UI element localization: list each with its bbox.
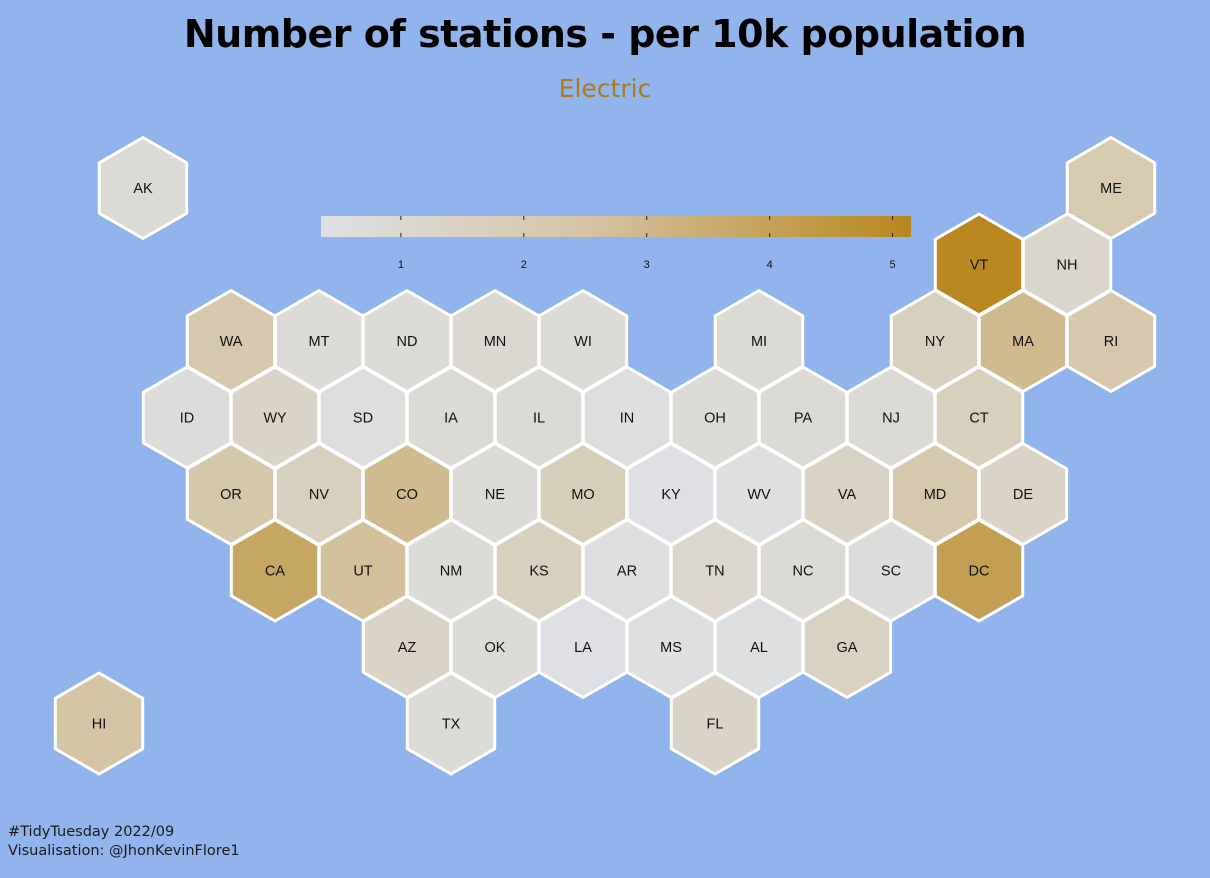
legend-tick-label: 4 xyxy=(767,259,773,271)
state-label: SD xyxy=(353,411,373,427)
state-hex-shape xyxy=(1065,289,1157,393)
state-label: OK xyxy=(485,640,506,656)
state-label: MN xyxy=(484,334,507,350)
state-hex-shape xyxy=(53,671,145,776)
state-label: NY xyxy=(925,334,945,350)
state-hex-shape xyxy=(669,671,761,776)
state-hex-hi: HI xyxy=(53,671,145,776)
state-label: NM xyxy=(440,564,463,580)
state-label: IN xyxy=(620,411,635,427)
state-label: WV xyxy=(747,487,771,503)
state-label: GA xyxy=(837,640,858,656)
state-label: TX xyxy=(442,717,461,733)
legend-tick-label: 5 xyxy=(890,259,896,271)
state-label: IA xyxy=(444,411,458,427)
state-label: MT xyxy=(309,334,330,350)
state-label: TN xyxy=(705,564,724,580)
state-label: CO xyxy=(396,487,418,503)
caption: #TidyTuesday 2022/09 Visualisation: @Jho… xyxy=(8,823,240,861)
chart-title: Number of stations - per 10k population xyxy=(183,12,1027,56)
legend-tick-label: 2 xyxy=(521,259,527,271)
state-label: MA xyxy=(1012,334,1034,350)
state-label: ME xyxy=(1100,181,1122,197)
state-label: SC xyxy=(881,564,901,580)
chart-subtitle: Electric xyxy=(558,74,652,103)
legend-tick-label: 1 xyxy=(398,259,404,271)
state-label: NH xyxy=(1057,258,1078,274)
legend-tick-label: 3 xyxy=(644,259,650,271)
state-hex-dc: DC xyxy=(933,518,1025,623)
state-label: ID xyxy=(180,411,195,427)
state-label: NJ xyxy=(882,411,900,427)
state-label: LA xyxy=(574,640,592,656)
state-hex-tx: TX xyxy=(405,671,497,776)
state-hex-me: ME xyxy=(1065,136,1157,240)
state-label: AK xyxy=(133,181,153,197)
state-hex-ak: AK xyxy=(97,136,189,240)
color-legend: 1 2 3 4 5 xyxy=(321,216,911,271)
state-label: MO xyxy=(571,487,594,503)
state-label: KS xyxy=(529,564,548,580)
state-label: AR xyxy=(617,564,637,580)
state-label: DE xyxy=(1013,487,1033,503)
caption-author: Visualisation: @JhonKevinFlore1 xyxy=(8,843,240,859)
state-label: MD xyxy=(924,487,947,503)
state-label: IL xyxy=(533,411,545,427)
state-hex-shape xyxy=(97,136,189,240)
state-label: CA xyxy=(265,564,285,580)
state-hex-de: DE xyxy=(977,442,1069,546)
state-hex-shape xyxy=(933,518,1025,623)
state-label: WA xyxy=(220,334,243,350)
state-label: WY xyxy=(263,411,287,427)
state-label: MS xyxy=(660,640,682,656)
state-hex-fl: FL xyxy=(669,671,761,776)
state-label: AL xyxy=(750,640,768,656)
state-hexes: AK ME VT NH WA MT ND MN WI MI NY MA RI ID WY SD IA IL IN OH… xyxy=(53,136,1157,776)
state-label: PA xyxy=(794,411,813,427)
state-hex-ga: GA xyxy=(801,595,893,699)
state-label: FL xyxy=(707,717,724,733)
state-label: VA xyxy=(838,487,857,503)
state-label: KY xyxy=(661,487,681,503)
state-label: AZ xyxy=(398,640,417,656)
state-label: VT xyxy=(970,258,989,274)
state-label: OH xyxy=(704,411,726,427)
state-hex-shape xyxy=(405,671,497,776)
state-label: ND xyxy=(397,334,418,350)
state-label: NC xyxy=(793,564,814,580)
state-label: MI xyxy=(751,334,767,350)
state-label: HI xyxy=(92,717,107,733)
state-hex-shape xyxy=(801,595,893,699)
state-label: CT xyxy=(969,411,988,427)
state-label: NV xyxy=(309,487,329,503)
state-label: WI xyxy=(574,334,592,350)
state-hex-ri: RI xyxy=(1065,289,1157,393)
state-label: RI xyxy=(1104,334,1119,350)
state-label: DC xyxy=(969,564,990,580)
legend-colorbar xyxy=(321,216,911,237)
state-label: OR xyxy=(220,487,242,503)
caption-tidytuesday: #TidyTuesday 2022/09 xyxy=(8,824,175,840)
state-label: NE xyxy=(485,487,505,503)
state-label: UT xyxy=(353,564,372,580)
